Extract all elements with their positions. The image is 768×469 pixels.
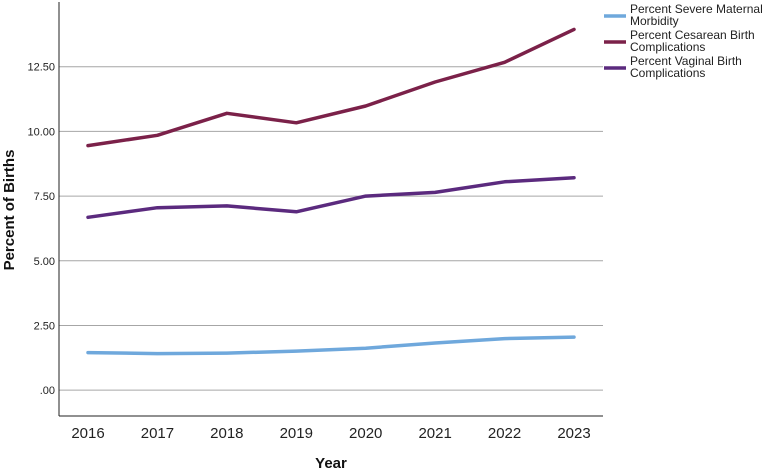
gridlines [59, 66, 603, 391]
y-axis-title: Percent of Births [1, 150, 18, 271]
x-tick-label: 2021 [418, 425, 451, 442]
x-tick-label: 2022 [488, 425, 521, 442]
x-tick-labels: 2016 2017 2018 2019 2020 2021 2022 2023 [71, 425, 590, 442]
x-tick-label: 2023 [557, 425, 590, 442]
y-tick-label: 5.00 [34, 256, 55, 268]
axes [58, 2, 603, 417]
y-tick-label: 2.50 [34, 320, 55, 332]
series-lines [86, 27, 576, 356]
x-axis-title: Year [315, 455, 347, 469]
series-line-2 [86, 27, 576, 148]
y-tick-label: 10.00 [27, 126, 55, 138]
series-line-1 [86, 335, 576, 356]
y-tick-label: 12.50 [27, 62, 55, 74]
y-tick-labels: .00 2.50 5.00 7.50 10.00 12.50 [27, 62, 55, 397]
x-tick-label: 2019 [280, 425, 313, 442]
legend-label: Percent Vaginal Birth Complications [630, 54, 742, 80]
legend: Percent Severe Maternal MorbidityPercent … [604, 2, 763, 80]
series-line-3 [86, 175, 576, 220]
x-tick-label: 2020 [349, 425, 382, 442]
x-tick-label: 2017 [141, 425, 174, 442]
legend-label: Percent Cesarean Birth Complications [630, 28, 755, 54]
y-tick-label: .00 [40, 385, 55, 397]
legend-label: Percent Severe Maternal Morbidity [630, 2, 763, 28]
x-tick-label: 2016 [71, 425, 104, 442]
x-tick-label: 2018 [210, 425, 243, 442]
y-tick-label: 7.50 [34, 191, 55, 203]
